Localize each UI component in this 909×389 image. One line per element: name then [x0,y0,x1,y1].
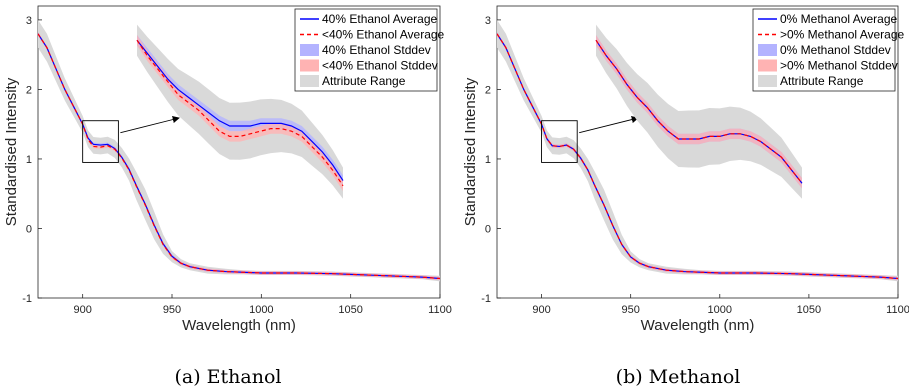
zoom-region-box [541,120,578,163]
zoom-region-box [82,120,119,163]
x-tick-label: 1050 [797,304,821,316]
x-axis-label: Wavelength (nm) [641,317,755,334]
legend-label: >0% Methanol Stddev [780,59,898,73]
y-tick-label: 1 [485,154,491,166]
legend-label: <40% Ethanol Average [322,28,445,42]
inset-attribute-range-band [137,24,343,199]
chart-panel-2: 900 950 1000 1050 1100 -1 0 1 2 3 Wavelength (nm) S… [462,5,909,388]
y-tick-label: 0 [485,223,491,235]
y-tick-label: 2 [26,84,32,96]
legend: 0% Methanol Average >0% Methanol Average0… [752,8,905,92]
legend: 40% Ethanol Average <40% Ethanol Average4… [294,8,445,92]
figure-caption: (a) Ethanol [174,366,281,388]
inset-series-line-1 [136,39,344,181]
x-tick-label: 900 [532,304,550,316]
legend-label: 40% Ethanol Average [322,12,438,26]
inset-attribute-range-band [596,24,802,199]
y-tick-label: -1 [22,293,32,305]
legend-label: <40% Ethanol Stddev [322,59,438,73]
legend-label: Attribute Range [780,74,864,88]
figure-caption: (b) Methanol [616,366,741,388]
y-axis-label: Standardised Intensity [3,77,20,226]
chart-panel-1: 900 950 1000 1050 1100 -1 0 1 2 3 Wavelength (nm) S… [3,5,452,388]
y-tick-label: 1 [26,154,32,166]
zoom-arrow [579,116,639,134]
legend-label: >0% Methanol Average [780,28,905,42]
legend-swatch [300,44,319,56]
x-tick-label: 950 [621,304,639,316]
inset-series-line-2 [595,39,803,184]
y-tick-label: 3 [26,15,32,27]
legend-label: 0% Methanol Stddev [780,43,891,57]
y-tick-label: 2 [485,84,491,96]
zoom-arrow [120,116,180,134]
y-tick-label: 0 [26,223,32,235]
legend-swatch [758,59,777,72]
series-line-2 [37,33,441,280]
legend-swatch [300,59,319,72]
legend-swatch [758,75,777,87]
x-tick-label: 1100 [428,304,452,316]
x-tick-label: 950 [163,304,181,316]
y-tick-label: 3 [485,15,491,27]
legend-label: 0% Methanol Average [780,12,898,26]
inset-series-line-2 [136,39,344,187]
x-tick-label: 900 [73,304,91,316]
series-line-2 [496,33,899,280]
legend-label: Attribute Range [322,74,406,88]
x-tick-label: 1000 [249,304,273,316]
legend-swatch [300,75,319,87]
legend-label: 40% Ethanol Stddev [322,43,431,57]
y-axis-label: Standardised Intensity [462,77,479,226]
x-tick-label: 1000 [708,304,732,316]
x-axis-label: Wavelength (nm) [182,317,296,334]
legend-swatch [758,44,777,56]
y-tick-label: -1 [481,293,491,305]
x-tick-label: 1100 [886,304,909,316]
x-tick-label: 1050 [338,304,362,316]
